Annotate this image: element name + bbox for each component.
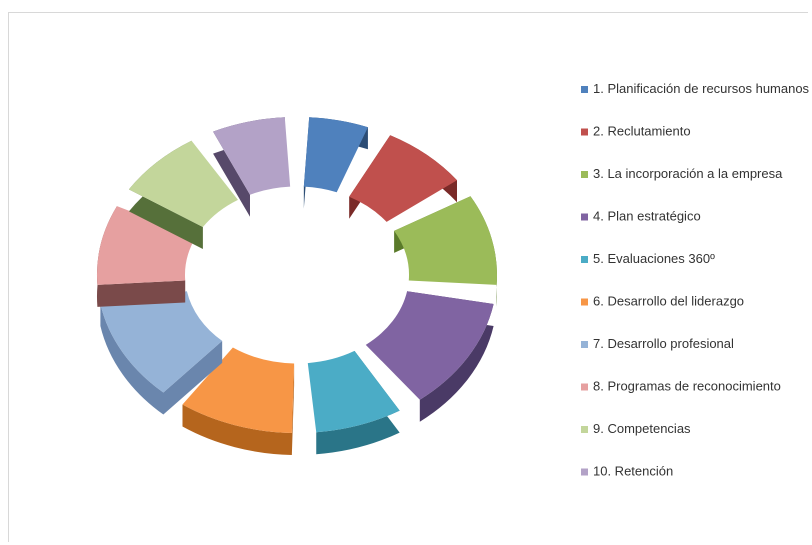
- pie-slice-10: [213, 117, 291, 217]
- legend-item: 1. Planificación de recursos humanos: [581, 81, 809, 96]
- pie-slice-side: [100, 304, 223, 415]
- legend-label: 5. Evaluaciones 360º: [593, 251, 715, 266]
- legend-item: 7. Desarrollo profesional: [581, 336, 734, 351]
- pie-chart: 1. Planificación de recursos humanos 2. R…: [97, 81, 809, 479]
- pie-slices: [97, 117, 497, 455]
- pie-slice-side: [128, 140, 203, 250]
- legend-item: 2. Reclutamiento: [581, 124, 691, 139]
- legend-item: 10. Retención: [581, 464, 673, 479]
- pie-slice-1: [303, 117, 368, 209]
- pie-slice-9: [128, 140, 238, 250]
- pie-slice-side: [97, 206, 186, 307]
- pie-slice-top: [213, 117, 291, 195]
- legend-swatch: [581, 383, 588, 391]
- pie-slice-2: [349, 135, 457, 222]
- legend-swatch: [581, 426, 588, 433]
- pie-slice-4: [365, 291, 494, 422]
- chart-area: 1. Planificación de recursos humanos 2. R…: [8, 12, 809, 542]
- legend-swatch: [581, 256, 588, 263]
- legend-swatch: [581, 213, 588, 221]
- pie-slice-top: [182, 347, 295, 433]
- legend-swatch: [581, 468, 588, 476]
- legend-swatch: [581, 341, 588, 348]
- legend-swatch: [581, 86, 588, 93]
- pie-slice-side: [182, 363, 295, 455]
- legend-label: 3. La incorporación a la empresa: [593, 166, 783, 181]
- pie-slice-8: [97, 206, 197, 307]
- pie-slice-top: [365, 291, 494, 400]
- pie-slice-top: [394, 196, 497, 285]
- legend-item: 9. Competencias: [581, 421, 691, 436]
- legend-swatch: [581, 171, 588, 178]
- legend-item: 3. La incorporación a la empresa: [581, 166, 783, 181]
- legend-item: 5. Evaluaciones 360º: [581, 251, 715, 266]
- pie-slice-top: [349, 135, 457, 222]
- pie-slice-6: [182, 347, 295, 455]
- pie-slice-3: [394, 196, 497, 307]
- pie-slice-top: [97, 206, 197, 285]
- pie-slice-top: [303, 117, 368, 193]
- legend-swatch: [581, 298, 588, 306]
- legend-label: 10. Retención: [593, 464, 673, 479]
- legend-label: 6. Desarrollo del liderazgo: [593, 294, 744, 309]
- legend: 1. Planificación de recursos humanos 2. R…: [581, 81, 809, 479]
- pie-slice-top: [100, 291, 223, 393]
- legend-label: 7. Desarrollo profesional: [593, 336, 734, 351]
- pie-slice-top: [128, 140, 238, 228]
- pie-slice-side: [316, 350, 400, 455]
- legend-label: 8. Programas de reconocimiento: [593, 379, 781, 394]
- legend-label: 4. Plan estratégico: [593, 209, 701, 224]
- legend-item: 4. Plan estratégico: [581, 209, 701, 224]
- pie-slice-7: [100, 291, 223, 415]
- legend-swatch: [581, 128, 588, 136]
- pie-slice-top: [307, 350, 400, 433]
- legend-item: 8. Programas de reconocimiento: [581, 379, 781, 394]
- legend-item: 6. Desarrollo del liderazgo: [581, 294, 744, 309]
- legend-label: 9. Competencias: [593, 421, 691, 436]
- pie-slice-5: [307, 350, 400, 455]
- legend-label: 1. Planificación de recursos humanos: [593, 81, 809, 96]
- legend-label: 2. Reclutamiento: [593, 124, 691, 139]
